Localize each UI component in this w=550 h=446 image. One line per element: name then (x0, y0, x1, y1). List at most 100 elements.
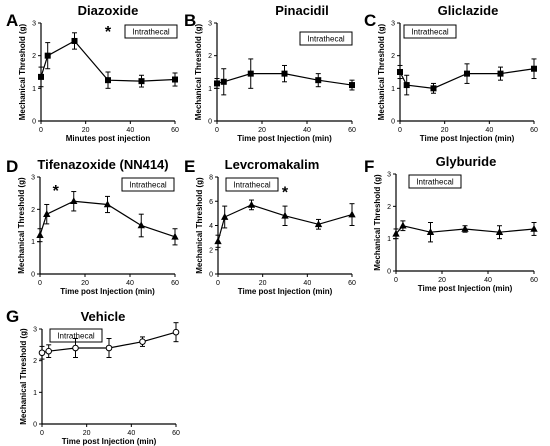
data-point (403, 82, 410, 89)
annotation-label: Intrathecal (307, 35, 345, 44)
data-point (348, 82, 355, 89)
x-tick-label: 0 (39, 127, 43, 134)
annotation-box: Intrathecal (403, 24, 457, 39)
y-tick-label: 2 (387, 204, 391, 211)
y-tick-label: 8 (209, 175, 213, 182)
y-tick-label: 1 (32, 86, 36, 93)
x-tick-label: 20 (258, 127, 266, 134)
x-tick-label: 60 (171, 127, 179, 134)
significance-marker: * (282, 185, 289, 202)
x-tick-label: 0 (38, 280, 42, 287)
panel-a: A Diazoxide 0 1 2 3 0 20 40 60 Mechanical Threshol… (6, 3, 179, 143)
annotation-label: Intrathecal (416, 178, 454, 187)
annotation-frame (124, 24, 178, 39)
data-point (70, 197, 78, 205)
x-tick-label: 60 (530, 277, 538, 284)
x-axis-label: Time post Injection (min) (60, 287, 155, 296)
data-point (139, 338, 146, 345)
x-tick-label: 20 (82, 127, 90, 134)
data-point (44, 52, 51, 59)
data-point (72, 344, 79, 352)
y-tick-label: 0 (31, 272, 35, 279)
y-axis-label: Mechanical Threshold (g) (18, 23, 27, 120)
panel-letter: B (184, 11, 196, 30)
data-point (497, 70, 504, 77)
x-axis-label: Time post Injection (min) (238, 287, 333, 296)
y-tick-label: 2 (31, 207, 35, 214)
annotation-box: Intrathecal (299, 31, 353, 46)
annotation-frame (121, 177, 175, 192)
annotation-label: Intrathecal (132, 28, 170, 37)
y-tick-label: 1 (208, 86, 212, 93)
y-tick-label: 3 (391, 21, 395, 28)
y-tick-label: 3 (387, 172, 391, 179)
panel-title: Diazoxide (78, 3, 139, 18)
panel-g: G Vehicle 0 1 2 3 0 20 40 60 Mechanical Threshold … (6, 307, 180, 446)
x-tick-label: 20 (438, 277, 446, 284)
y-tick-label: 2 (33, 358, 37, 365)
annotation-label: Intrathecal (411, 28, 449, 37)
panel-d: D Tifenazoxide (NN414) 0 1 2 3 0 20 40 60 Mechanic… (6, 157, 179, 296)
x-tick-label: 40 (484, 277, 492, 284)
x-tick-label: 60 (171, 280, 179, 287)
y-axis-label: Mechanical Threshold (g) (373, 174, 382, 271)
y-tick-label: 0 (391, 119, 395, 126)
data-point (392, 229, 400, 237)
annotation-frame (225, 177, 279, 192)
panel-letter: E (184, 157, 195, 176)
annotation-frame (403, 24, 457, 39)
series-line (39, 200, 176, 238)
panel-title: Vehicle (81, 309, 126, 324)
annotation-frame (408, 174, 462, 189)
panel-f: F Glyburide 0 1 2 3 0 20 40 60 Mechanical Threshol… (364, 154, 538, 293)
y-tick-label: 6 (209, 199, 213, 206)
data-point (71, 37, 78, 44)
x-tick-label: 60 (530, 127, 538, 134)
y-tick-label: 2 (391, 53, 395, 60)
x-tick-label: 40 (303, 280, 311, 287)
data-point (138, 78, 145, 85)
data-point (314, 220, 323, 228)
data-point (137, 221, 145, 229)
x-tick-label: 40 (303, 127, 311, 134)
data-point (281, 211, 289, 219)
y-tick-label: 0 (32, 119, 36, 126)
data-point (36, 231, 44, 239)
x-tick-label: 40 (126, 280, 134, 287)
annotation-frame (299, 31, 353, 46)
panel-letter: D (6, 157, 18, 176)
significance-marker: * (53, 183, 60, 200)
y-tick-label: 3 (208, 21, 212, 28)
x-tick-label: 0 (394, 277, 398, 284)
y-axis-label: Mechanical Threshold (g) (195, 177, 204, 274)
data-point (531, 65, 538, 72)
x-tick-label: 60 (348, 127, 356, 134)
y-tick-label: 1 (391, 86, 395, 93)
data-point (399, 221, 407, 229)
x-tick-label: 20 (83, 430, 91, 437)
data-point (396, 69, 403, 76)
data-point (43, 210, 51, 217)
x-tick-label: 0 (216, 280, 220, 287)
x-axis-label: Time post Injection (min) (237, 134, 332, 143)
y-tick-label: 0 (33, 422, 37, 429)
data-point (213, 80, 220, 87)
panel-c: C Gliclazide 0 1 2 3 0 20 40 60 Mechanical Thresho… (364, 3, 538, 143)
x-axis-label: Time post Injection (min) (418, 284, 513, 293)
x-tick-label: 40 (127, 430, 135, 437)
data-point (38, 349, 46, 357)
data-point (220, 78, 227, 85)
panel-letter: G (6, 307, 19, 326)
data-point (530, 224, 538, 232)
data-point (103, 200, 112, 208)
data-point (171, 76, 178, 83)
annotation-box: Intrathecal (225, 177, 279, 192)
data-point (461, 224, 469, 232)
y-axis-label: Mechanical Threshold (g) (194, 23, 203, 120)
panel-letter: F (364, 157, 374, 176)
data-point (172, 328, 180, 336)
annotation-label: Intrathecal (233, 181, 271, 190)
x-tick-label: 60 (348, 280, 356, 287)
data-point (38, 73, 45, 80)
data-point (105, 77, 112, 84)
